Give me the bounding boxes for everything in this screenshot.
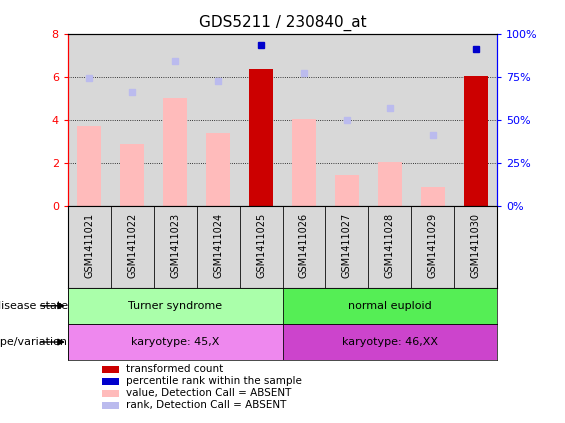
Bar	[111, 34, 154, 206]
Text: karyotype: 45,X: karyotype: 45,X	[131, 337, 219, 347]
Text: transformed count: transformed count	[126, 364, 223, 374]
Text: GSM1411028: GSM1411028	[385, 213, 395, 278]
Bar	[249, 69, 273, 206]
Text: percentile rank within the sample: percentile rank within the sample	[126, 376, 302, 386]
Bar	[378, 162, 402, 206]
Bar	[102, 378, 119, 385]
Bar	[68, 34, 111, 206]
Text: GSM1411030: GSM1411030	[471, 213, 481, 277]
Bar	[240, 34, 282, 206]
Bar	[325, 34, 368, 206]
Bar	[68, 324, 282, 360]
Bar	[454, 206, 497, 288]
Bar	[206, 133, 230, 206]
Bar	[368, 34, 411, 206]
Text: genotype/variation: genotype/variation	[0, 337, 68, 347]
Bar	[111, 206, 154, 288]
Bar	[368, 206, 411, 288]
Bar	[197, 34, 240, 206]
Text: GSM1411023: GSM1411023	[170, 213, 180, 278]
Bar	[77, 126, 101, 206]
Text: rank, Detection Call = ABSENT: rank, Detection Call = ABSENT	[126, 400, 286, 410]
Bar	[282, 288, 497, 324]
Text: Turner syndrome: Turner syndrome	[128, 301, 222, 311]
Bar	[68, 288, 282, 324]
Text: GSM1411021: GSM1411021	[84, 213, 94, 278]
Title: GDS5211 / 230840_at: GDS5211 / 230840_at	[199, 15, 366, 31]
Bar	[120, 144, 144, 206]
Text: normal euploid: normal euploid	[348, 301, 432, 311]
Bar	[197, 206, 240, 288]
Bar	[163, 99, 187, 206]
Text: GSM1411029: GSM1411029	[428, 213, 438, 278]
Bar	[335, 175, 359, 206]
Bar	[325, 206, 368, 288]
Text: GSM1411022: GSM1411022	[127, 213, 137, 278]
Bar	[421, 187, 445, 206]
Text: value, Detection Call = ABSENT: value, Detection Call = ABSENT	[126, 388, 291, 398]
Bar	[154, 206, 197, 288]
Bar	[240, 206, 282, 288]
Text: GSM1411024: GSM1411024	[213, 213, 223, 278]
Text: GSM1411026: GSM1411026	[299, 213, 309, 278]
Bar	[411, 206, 454, 288]
Text: GSM1411027: GSM1411027	[342, 213, 352, 278]
Bar	[282, 324, 497, 360]
Bar	[154, 34, 197, 206]
Bar	[464, 76, 488, 206]
Bar	[282, 206, 325, 288]
Bar	[292, 119, 316, 206]
Bar	[68, 206, 111, 288]
Text: karyotype: 46,XX: karyotype: 46,XX	[342, 337, 438, 347]
Text: disease state: disease state	[0, 301, 68, 311]
Bar	[454, 34, 497, 206]
Bar	[282, 34, 325, 206]
Text: GSM1411025: GSM1411025	[256, 213, 266, 278]
Bar	[102, 390, 119, 397]
Bar	[102, 402, 119, 409]
Bar	[411, 34, 454, 206]
Bar	[102, 366, 119, 373]
